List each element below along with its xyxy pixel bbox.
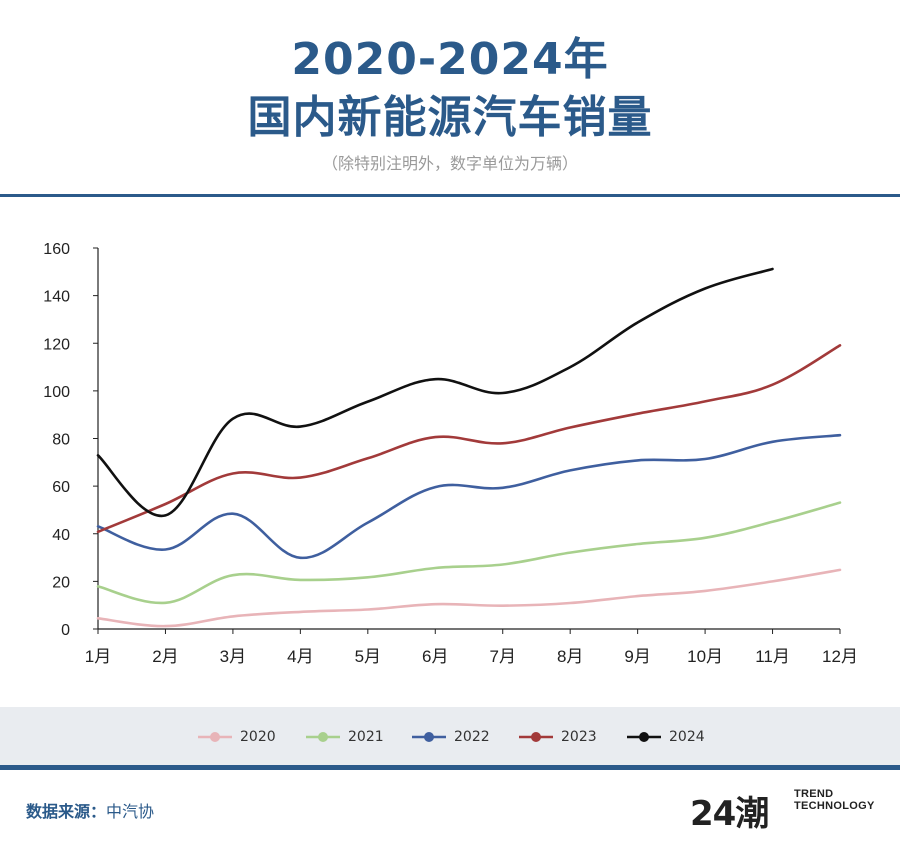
series-line-2022	[96, 433, 842, 560]
data-source: 数据来源：中汽协	[26, 798, 154, 822]
chart-title-line1: 2020-2024年	[291, 34, 609, 85]
x-tick-label: 8月	[557, 647, 583, 666]
legend-label-2021: 2021	[348, 729, 384, 745]
x-tick-label: 5月	[355, 647, 381, 666]
series-line-2023	[96, 344, 842, 534]
series-line-2020	[96, 568, 842, 628]
legend-label-2024: 2024	[669, 729, 705, 745]
legend-swatch-2023	[519, 732, 553, 742]
legend-label-2023: 2023	[561, 729, 597, 745]
legend-label-2022: 2022	[454, 729, 490, 745]
legend-band	[0, 707, 900, 767]
data-source-label: 数据来源：	[26, 802, 107, 821]
data-source-value: 中汽协	[106, 802, 155, 821]
x-tick-label: 3月	[220, 647, 246, 666]
logo-text-technology: TECHNOLOGY	[794, 800, 875, 812]
y-tick-label: 120	[43, 336, 70, 353]
x-tick-label: 12月	[822, 647, 858, 666]
x-tick-label: 10月	[687, 647, 723, 666]
x-tick-label: 1月	[85, 647, 111, 666]
x-tick-label: 4月	[287, 647, 313, 666]
legend-swatch-2020	[198, 732, 232, 742]
legend-marker-2020	[210, 732, 220, 742]
legend-marker-2024	[639, 732, 649, 742]
chart-title-line2: 国内新能源汽车销量	[247, 92, 653, 143]
y-tick-label: 160	[43, 241, 70, 258]
legend-label-2020: 2020	[240, 729, 276, 745]
chart-series	[96, 267, 842, 628]
x-tick-label: 2月	[152, 647, 178, 666]
header-divider	[0, 194, 900, 197]
series-line-2021	[96, 501, 842, 605]
series-line-2024	[96, 267, 774, 518]
legend-marker-2022	[424, 732, 434, 742]
x-tick-label: 6月	[422, 647, 448, 666]
line-chart: 0 20 40 60 80 100 120 140 160 1月 2月 3月 4月 5月 6月 7月 8月 9月 1…	[43, 241, 858, 666]
y-tick-label: 20	[52, 574, 70, 591]
chart-legend: 2020 2021 2022 2023 2024	[0, 727, 900, 749]
y-tick-label: 100	[43, 384, 70, 401]
x-tick-label: 9月	[624, 647, 650, 666]
x-tick-label: 11月	[755, 647, 790, 666]
footer-divider	[0, 765, 900, 770]
y-tick-label: 40	[52, 527, 70, 544]
y-tick-label: 80	[52, 432, 70, 449]
y-tick-label: 0	[61, 622, 70, 639]
chart-axes: 0 20 40 60 80 100 120 140 160 1月 2月 3月 4月 5月 6月 7月 8月 9月 1…	[43, 241, 858, 666]
y-tick-label: 140	[43, 289, 70, 306]
legend-swatch-2024	[627, 732, 661, 742]
logo-mark: 24潮	[690, 794, 769, 834]
chart-subtitle: （除特别注明外，数字单位为万辆）	[321, 154, 578, 173]
legend-swatch-2021	[306, 732, 340, 742]
x-tick-label: 7月	[489, 647, 515, 666]
legend-swatch-2022	[412, 732, 446, 742]
logo-text-trend: TREND	[794, 788, 834, 800]
y-tick-label: 60	[52, 479, 70, 496]
legend-marker-2023	[531, 732, 541, 742]
brand-logo: 24潮 TREND TECHNOLOGY	[690, 786, 880, 834]
legend-marker-2021	[318, 732, 328, 742]
